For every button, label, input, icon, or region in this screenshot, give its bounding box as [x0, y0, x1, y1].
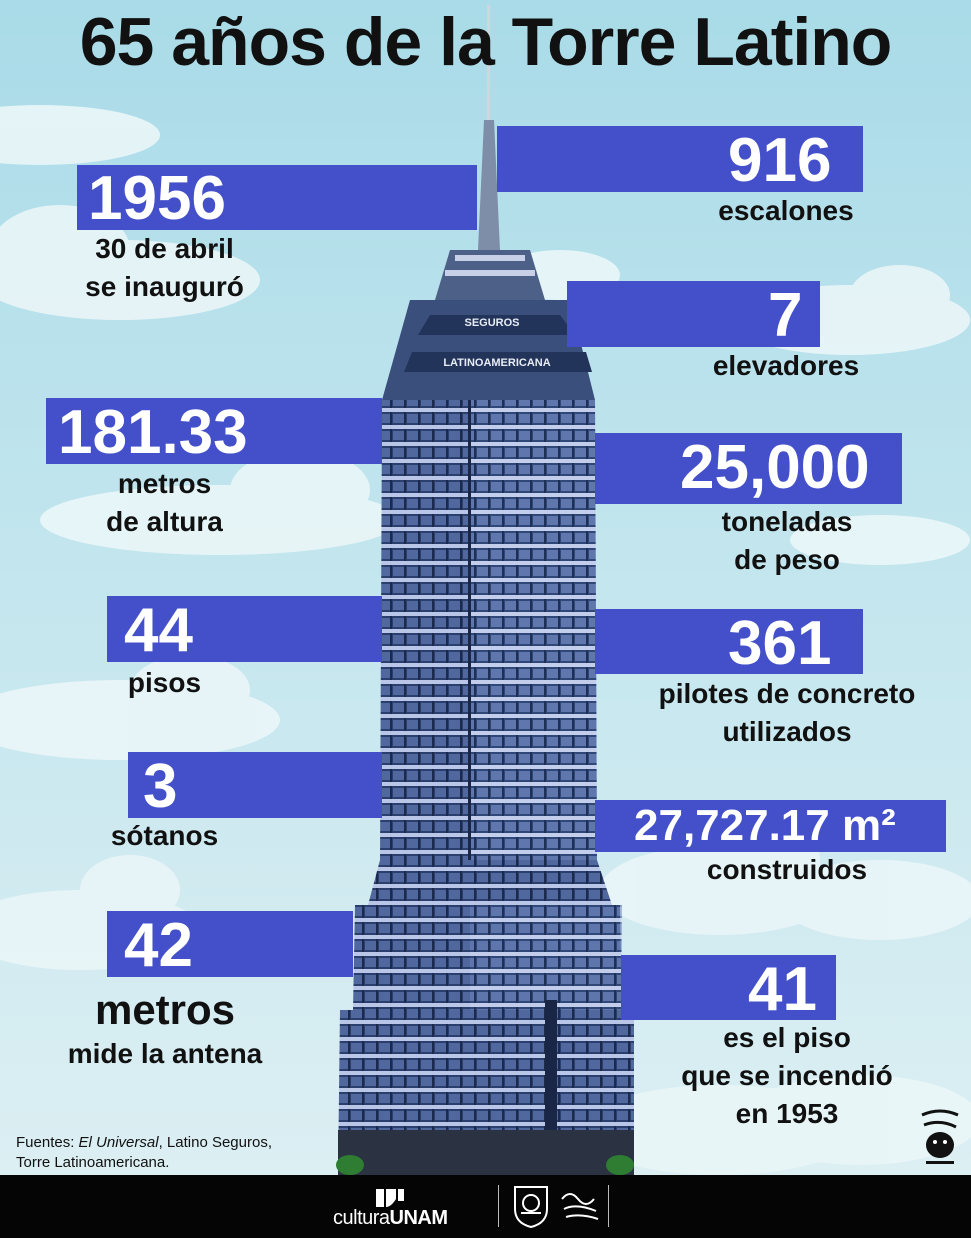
fact-bar-361 — [595, 609, 863, 674]
clouds — [0, 105, 971, 1175]
street-trees — [336, 1155, 634, 1175]
fact-label-line: metros — [117, 468, 212, 499]
fact-label-line: en 1953 — [735, 1098, 839, 1129]
fact-label-7: elevadores — [686, 347, 886, 385]
fact-bar-41 — [621, 955, 836, 1020]
fact-label-line: pisos — [127, 667, 202, 698]
fact-value-25000: 25,000 — [680, 433, 870, 502]
fact-bar-44 — [107, 596, 382, 662]
fact-label-44: pisos — [62, 664, 267, 702]
fact-label-line: metros — [94, 986, 236, 1033]
fact-label-27727: construidos — [662, 851, 912, 889]
footer-bar — [0, 1175, 971, 1238]
sources-prefix: Fuentes: — [16, 1134, 79, 1151]
fact-bar-7 — [567, 281, 820, 347]
fact-label-41: es el piso que se incendió en 1953 — [652, 1019, 922, 1133]
punto-puma-logo — [921, 1109, 959, 1164]
fact-label-line: que se incendió — [681, 1060, 893, 1091]
cultura-unam-logo[interactable]: culturaUNAM — [333, 1208, 448, 1228]
fact-label-3: sótanos — [62, 817, 267, 855]
fact-bar-1956 — [77, 165, 477, 230]
sources-rest: , Latino Seguros, — [158, 1134, 272, 1151]
fact-label-line: es el piso — [723, 1022, 851, 1053]
spire — [478, 120, 500, 250]
unam-crest-icon[interactable] — [511, 1183, 551, 1229]
fact-value-7: 7 — [768, 281, 803, 350]
fact-label-361: pilotes de concreto utilizados — [632, 675, 942, 751]
brand-bold: UNAM — [389, 1207, 449, 1229]
fact-value-3: 3 — [143, 752, 178, 821]
fact-value-27727: 27,727.17 m² — [634, 801, 896, 850]
sources-line2: Torre Latinoamericana. — [16, 1154, 170, 1171]
fact-label-1956: 30 de abril se inauguró — [62, 230, 267, 306]
fact-label-line: 30 de abril — [95, 233, 234, 264]
fact-value-1956: 1956 — [88, 164, 226, 233]
fact-value-916: 916 — [728, 126, 832, 195]
sources-el-universal: El Universal — [78, 1134, 159, 1151]
fact-label-line: sótanos — [110, 820, 219, 851]
sign-latinoamericana: LATINOAMERICANA — [443, 357, 550, 369]
antenna — [487, 5, 490, 125]
fact-value-44: 44 — [124, 596, 193, 665]
brand-light: cultura — [333, 1207, 390, 1229]
fact-value-41: 41 — [748, 955, 817, 1024]
fact-bar-42 — [107, 911, 353, 977]
fact-bar-181-33 — [46, 398, 382, 464]
fact-label-25000: toneladas de peso — [662, 503, 912, 579]
fact-label-line: escalones — [718, 195, 854, 226]
fact-label-line: construidos — [706, 854, 868, 885]
page-title: 65 años de la Torre Latino — [79, 4, 893, 80]
cultura-unam-icon — [376, 1189, 404, 1207]
fact-bar-3 — [128, 752, 382, 818]
sources-note: Fuentes: El Universal, Latino Seguros, T… — [16, 1133, 272, 1173]
fact-label-line: pilotes de concreto — [658, 678, 916, 709]
fact-bar-916 — [497, 126, 863, 192]
footer-divider — [498, 1185, 499, 1227]
fact-label-line: de altura — [106, 506, 223, 537]
fact-value-42: 42 — [124, 911, 193, 980]
fact-bar-27727 — [595, 800, 946, 852]
fact-label-916: escalones — [686, 192, 886, 230]
fact-label-line: mide la antena — [67, 1038, 263, 1069]
unam-script-logo-icon[interactable] — [558, 1185, 602, 1225]
fact-bar-25000 — [595, 433, 902, 504]
fact-label-line: se inauguró — [85, 271, 244, 302]
fact-label-line: utilizados — [722, 716, 852, 747]
footer-divider — [608, 1185, 609, 1227]
fact-value-181-33: 181.33 — [58, 398, 248, 467]
fact-label-line: toneladas — [721, 506, 853, 537]
fact-value-361: 361 — [728, 609, 832, 678]
fact-label-181-33: metros de altura — [62, 465, 267, 541]
fact-label-42: metros mide la antena — [40, 985, 290, 1073]
sign-seguros: SEGUROS — [464, 317, 519, 329]
fact-label-line: elevadores — [712, 350, 860, 381]
fact-label-line: de peso — [734, 544, 840, 575]
torre-latinoamericana-illustration: SEGUROS LATINOAMERICANA — [336, 5, 634, 1175]
